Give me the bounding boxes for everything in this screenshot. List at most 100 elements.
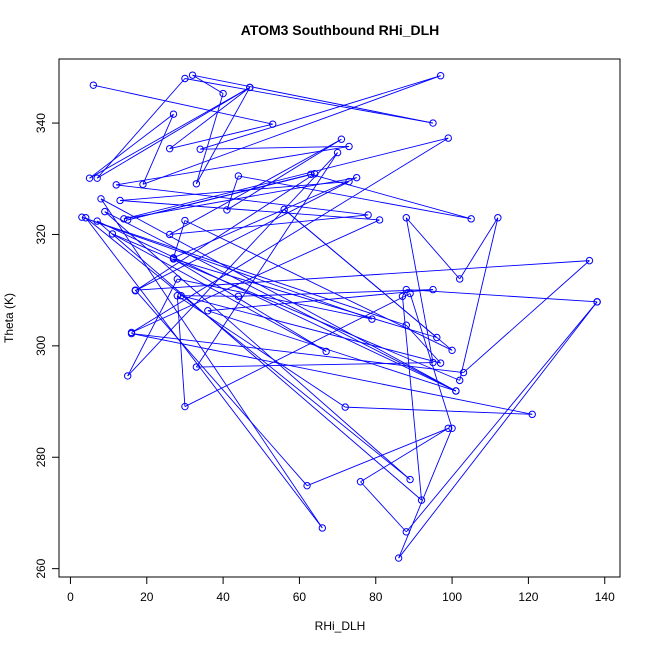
y-axis-label: Theta (K) — [2, 293, 16, 343]
data-point — [364, 211, 372, 219]
series-segment — [123, 177, 357, 220]
data-point — [337, 135, 346, 143]
series-segment — [310, 173, 472, 220]
series-segment — [463, 260, 590, 373]
data-point — [322, 347, 330, 356]
series-segment — [142, 75, 441, 185]
data-point — [402, 528, 410, 536]
data-point — [108, 230, 117, 238]
series-segment — [226, 138, 342, 211]
data-point — [417, 496, 426, 504]
series-segment — [192, 74, 434, 124]
y-tick-label: 260 — [34, 558, 48, 578]
series-segment — [173, 220, 186, 258]
data-point — [444, 134, 452, 142]
data-point — [93, 217, 101, 225]
data-point — [467, 215, 475, 223]
data-point — [402, 285, 410, 294]
x-tick-label: 20 — [140, 590, 154, 604]
data-point — [280, 205, 288, 214]
data-point — [169, 255, 178, 263]
data-point — [173, 275, 182, 283]
data-point — [165, 144, 174, 153]
series-segment — [405, 324, 441, 364]
x-tick-label: 100 — [442, 590, 462, 604]
series-segment — [120, 200, 380, 221]
series-segment — [196, 152, 338, 368]
series-segment — [360, 481, 407, 533]
series-points — [78, 71, 601, 562]
series-segment — [196, 362, 434, 368]
series-segment — [135, 260, 590, 291]
series-segment — [181, 295, 441, 364]
series-segment — [100, 198, 457, 392]
data-point — [345, 177, 353, 186]
data-point — [123, 216, 132, 224]
series-segment — [195, 93, 224, 184]
series-segment — [207, 289, 434, 312]
series-segment — [112, 233, 327, 352]
data-point — [429, 119, 437, 127]
series-segment — [226, 175, 239, 211]
series-segment — [173, 258, 327, 352]
data-point — [593, 298, 601, 306]
series-segment — [409, 293, 453, 429]
series-lines — [81, 74, 598, 559]
x-tick-label: 40 — [216, 590, 230, 604]
data-point — [116, 196, 124, 205]
data-point — [433, 333, 441, 342]
data-point — [429, 285, 437, 294]
series-segment — [96, 78, 186, 179]
data-point — [127, 329, 136, 338]
series-segment — [116, 184, 369, 216]
data-point — [78, 213, 86, 221]
data-point — [398, 292, 407, 300]
series-segment — [131, 333, 533, 415]
series-segment — [207, 310, 457, 392]
data-point — [459, 368, 468, 377]
data-point — [101, 207, 109, 216]
series-segment — [169, 123, 273, 150]
data-point — [97, 195, 105, 203]
data-point — [93, 174, 101, 182]
y-axis: 260 280 300 320 340 — [34, 113, 59, 579]
data-point — [192, 363, 201, 371]
series-segment — [96, 220, 422, 501]
plot-frame — [58, 58, 621, 578]
data-point — [341, 403, 349, 411]
data-point — [112, 181, 120, 189]
data-point — [219, 89, 227, 98]
data-point — [131, 286, 140, 294]
data-point — [429, 358, 437, 367]
x-axis-label: RHi_DLH — [315, 619, 366, 633]
data-point — [368, 315, 376, 323]
data-point — [345, 142, 353, 151]
data-point — [181, 216, 189, 225]
data-point — [310, 170, 319, 178]
series-segment — [402, 289, 407, 297]
data-point — [333, 148, 342, 157]
data-point — [494, 214, 502, 222]
data-point — [246, 83, 254, 92]
series-segment — [405, 301, 598, 533]
series-segment — [169, 138, 342, 235]
data-point — [318, 524, 327, 532]
series-segment — [89, 113, 174, 179]
data-point — [528, 410, 536, 419]
series-segment — [398, 428, 453, 559]
series-segment — [127, 278, 178, 377]
data-point — [402, 214, 410, 222]
data-point — [448, 424, 456, 432]
series-segment — [123, 137, 449, 220]
series-segment — [406, 289, 598, 303]
data-point — [307, 170, 315, 178]
series-segment — [127, 152, 338, 377]
data-point — [406, 289, 414, 298]
data-point — [165, 230, 174, 239]
series-segment — [200, 145, 350, 150]
data-point — [192, 180, 201, 188]
series-segment — [169, 87, 251, 150]
y-tick-label: 300 — [34, 336, 48, 356]
series-segment — [173, 258, 437, 338]
y-tick-label: 280 — [34, 447, 48, 467]
